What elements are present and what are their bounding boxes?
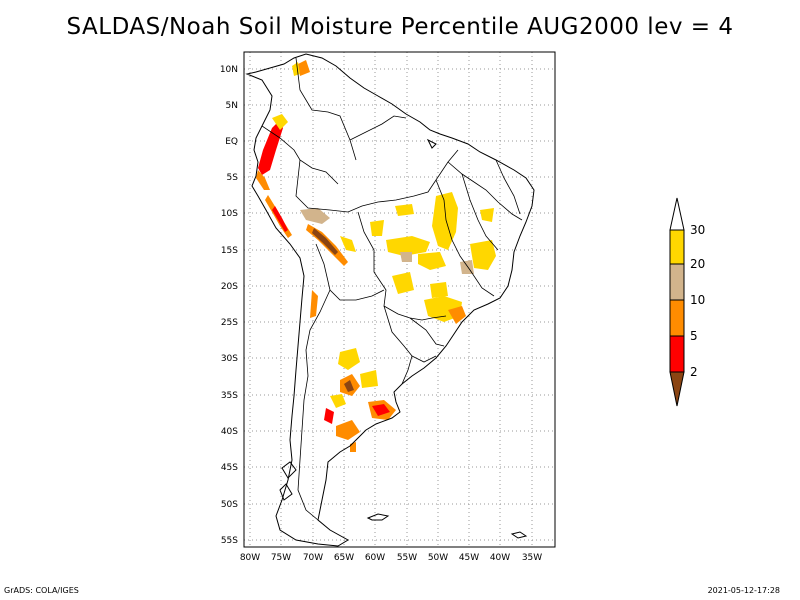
lat-label: EQ: [225, 137, 238, 147]
country-borders: [261, 57, 523, 521]
lat-label: 10N: [220, 65, 238, 75]
shaded-field: [256, 60, 496, 452]
lat-label: 55S: [221, 536, 238, 546]
lon-axis: 80W 75W 70W 65W 60W 55W 50W 45W 40W 35W: [240, 553, 542, 563]
colorbar-segment: [669, 263, 685, 301]
footer-timestamp: 2021-05-12-17:28: [707, 586, 780, 595]
lat-label: 35S: [221, 391, 238, 401]
colorbar-label: 20: [690, 257, 705, 271]
plot-border: [243, 51, 556, 548]
colorbar-bottom-arrow: [669, 371, 685, 407]
lon-label: 70W: [303, 553, 323, 563]
lat-label: 15S: [221, 246, 238, 256]
lat-label: 20S: [221, 282, 238, 292]
colorbar-segment: [669, 229, 685, 265]
lon-label: 45W: [459, 553, 479, 563]
grid-longitude: [249, 52, 533, 547]
colorbar-label: 30: [690, 223, 705, 237]
lat-axis: 10N 5N EQ 5S 10S 15S 20S 25S 30S 35S 40S…: [220, 65, 238, 546]
lat-label: 5S: [227, 173, 239, 183]
colorbar-segment: [669, 335, 685, 373]
footer-credit: GrADS: COLA/IGES: [4, 586, 79, 595]
lat-label: 5N: [226, 101, 238, 111]
lat-label: 25S: [221, 318, 238, 328]
lon-label: 75W: [271, 553, 291, 563]
colorbar-top-arrow: [669, 197, 685, 231]
islands: [279, 138, 528, 539]
lat-label: 30S: [221, 354, 238, 364]
lon-label: 60W: [365, 553, 385, 563]
colorbar-segment: [669, 299, 685, 337]
colorbar-label: 10: [690, 293, 705, 307]
colorbar-label: 5: [690, 329, 698, 343]
map-title: SALDAS/Noah Soil Moisture Percentile AUG…: [66, 14, 734, 40]
plot-area: [244, 52, 555, 547]
lon-label: 50W: [428, 553, 448, 563]
lon-label: 55W: [397, 553, 417, 563]
colorbar-legend: 2 5 10 20 30: [669, 197, 705, 407]
lon-label: 35W: [522, 553, 542, 563]
lon-label: 80W: [240, 553, 260, 563]
lat-label: 10S: [221, 209, 238, 219]
lat-label: 50S: [221, 500, 238, 510]
colorbar-label: 2: [690, 365, 698, 379]
lat-label: 40S: [221, 427, 238, 437]
lon-label: 65W: [334, 553, 354, 563]
coastline: [245, 53, 535, 547]
lat-label: 45S: [221, 463, 238, 473]
lon-label: 40W: [490, 553, 510, 563]
